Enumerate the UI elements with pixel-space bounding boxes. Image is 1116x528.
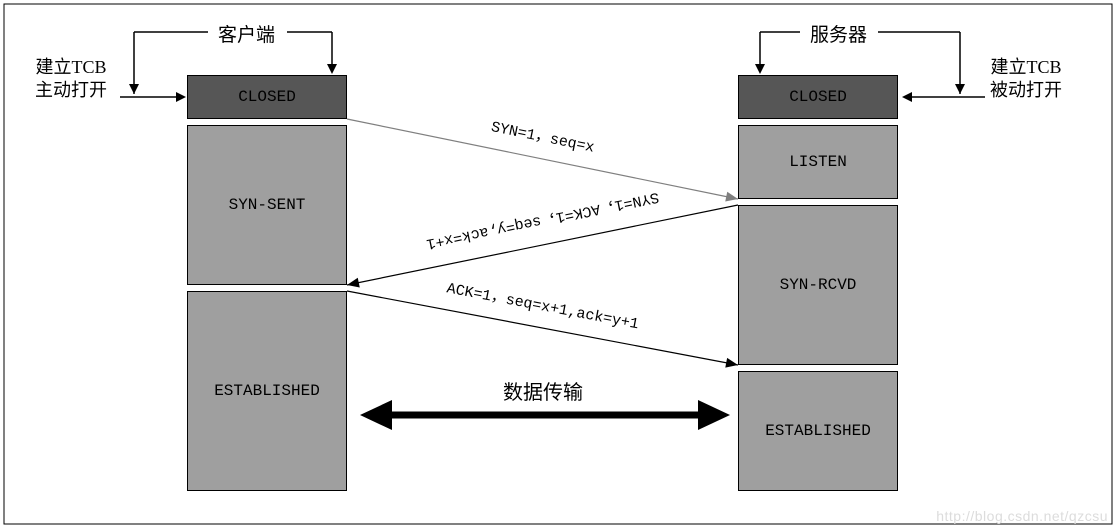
diagram-stage: 客户端 服务器 建立TCB 主动打开 建立TCB 被动打开 CLOSEDSYN-… [0,0,1116,528]
data-transfer-arrow [0,0,1116,528]
watermark: http://blog.csdn.net/qzcsu [936,508,1108,524]
data-transfer-label: 数据传输 [503,376,583,405]
